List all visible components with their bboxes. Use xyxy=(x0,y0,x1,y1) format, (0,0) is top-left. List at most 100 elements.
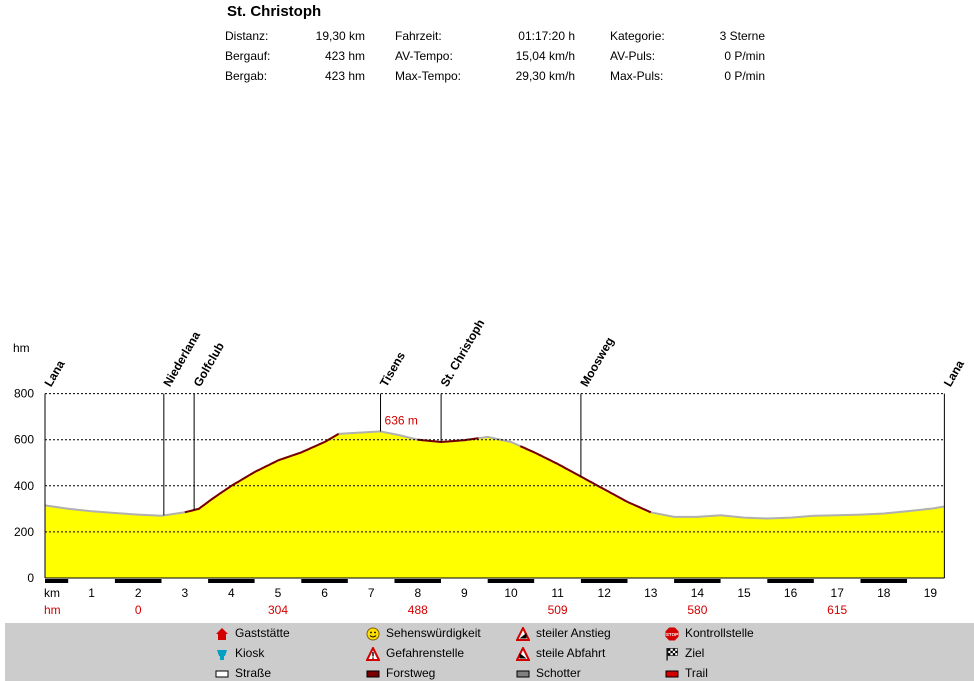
stat-label: AV-Tempo: xyxy=(395,49,453,63)
hm-value-label: 304 xyxy=(268,603,288,617)
hm-value-label: 488 xyxy=(408,603,428,617)
x-tick-label: 10 xyxy=(504,586,518,600)
road-swatch xyxy=(215,670,229,678)
km-scale-segment xyxy=(208,579,255,583)
trail-swatch xyxy=(665,670,679,678)
finish-flag-icon xyxy=(666,648,678,661)
gravel-swatch xyxy=(516,670,530,678)
stat-label: Max-Tempo: xyxy=(395,69,462,83)
x-tick-label: 4 xyxy=(228,586,235,600)
km-scale-segment xyxy=(720,579,768,583)
stat-value: 15,04 km/h xyxy=(515,49,575,63)
x-tick-label: 3 xyxy=(181,586,188,600)
km-scale-segment xyxy=(45,579,69,583)
x-tick-label: 2 xyxy=(135,586,142,600)
hm-value-label: 0 xyxy=(135,603,142,617)
restaurant-icon xyxy=(216,628,228,640)
legend-label: Gaststätte xyxy=(235,626,290,640)
legend-label: steiler Anstieg xyxy=(536,626,611,640)
stat-label: Max-Puls: xyxy=(610,69,664,83)
legend-label: Ziel xyxy=(685,646,705,660)
y-tick-label: 400 xyxy=(14,479,34,493)
stat-value: 0 P/min xyxy=(724,69,765,83)
legend-label: Schotter xyxy=(536,666,581,680)
legend-label: Gefahrenstelle xyxy=(386,646,465,660)
stat-value: 19,30 km xyxy=(315,29,365,43)
x-tick-label: 16 xyxy=(784,586,798,600)
x-tick-label: 17 xyxy=(831,586,845,600)
x-tick-label: 8 xyxy=(414,586,421,600)
max-elevation-label: 636 m xyxy=(385,413,418,427)
hm-value-label: 615 xyxy=(827,603,847,617)
waypoint-label: Moosweg xyxy=(577,335,616,389)
legend-label: Straße xyxy=(235,666,272,680)
km-scale-segment xyxy=(487,579,535,583)
stat-label: Distanz: xyxy=(225,29,269,43)
danger-icon xyxy=(366,647,380,661)
stat-label: Kategorie: xyxy=(610,29,665,43)
stat-label: Bergauf: xyxy=(225,49,271,63)
km-scale-segment xyxy=(347,579,395,583)
hm-value-label: 580 xyxy=(687,603,707,617)
legend-label: steile Abfahrt xyxy=(536,646,606,660)
waypoint-label: Lana xyxy=(41,358,67,390)
y-tick-label: 0 xyxy=(27,571,34,585)
km-scale-segment xyxy=(301,579,348,583)
x-tick-label: 6 xyxy=(321,586,328,600)
x-tick-label: 14 xyxy=(691,586,705,600)
y-tick-label: 600 xyxy=(14,433,34,447)
x-tick-label: 1 xyxy=(88,586,95,600)
forest-road-segment xyxy=(417,437,479,444)
elevation-area xyxy=(45,431,945,578)
waypoint-label: St. Christoph xyxy=(438,320,488,389)
x-tick-label: 5 xyxy=(275,586,282,600)
km-scale-segment xyxy=(767,579,814,583)
steep-ascent-icon xyxy=(516,627,530,641)
stat-value: 29,30 km/h xyxy=(515,69,575,83)
stat-value: 423 hm xyxy=(324,49,365,63)
hm-value-label: 509 xyxy=(548,603,568,617)
x-tick-label: 11 xyxy=(551,586,564,600)
km-scale-segment xyxy=(254,579,302,583)
page-title: St. Christoph xyxy=(227,3,322,20)
y-axis-label: hm xyxy=(13,341,30,355)
x-tick-label: 7 xyxy=(368,586,375,600)
km-scale-segment xyxy=(114,579,162,583)
stat-value: 3 Sterne xyxy=(719,29,765,43)
km-scale-segment xyxy=(627,579,675,583)
smiley-icon xyxy=(366,627,380,641)
km-scale-segment xyxy=(534,579,581,583)
y-tick-label: 200 xyxy=(14,525,34,539)
x-tick-label: 12 xyxy=(598,586,612,600)
forest-road-segment xyxy=(519,445,652,514)
waypoint-label: Tisens xyxy=(377,349,408,389)
stop-icon: STOP xyxy=(665,627,679,641)
km-scale-segment xyxy=(813,579,861,583)
hm-row-label: hm xyxy=(44,603,61,617)
stat-label: Fahrzeit: xyxy=(395,29,442,43)
km-scale-segment xyxy=(441,579,488,583)
legend-label: Trail xyxy=(685,666,708,680)
steep-descent-icon xyxy=(516,647,530,661)
km-scale-segment xyxy=(161,579,209,583)
x-tick-label: 18 xyxy=(877,586,891,600)
legend-label: Kontrollstelle xyxy=(685,626,754,640)
stat-label: AV-Puls: xyxy=(610,49,656,63)
km-scale-segment xyxy=(580,579,628,583)
km-scale-segment xyxy=(394,579,442,583)
forest-road-segment xyxy=(184,433,340,514)
legend-label: Forstweg xyxy=(386,666,436,680)
stat-value: 423 hm xyxy=(324,69,365,83)
x-axis-label: km xyxy=(44,586,60,600)
km-scale-segment xyxy=(860,579,908,583)
svg-text:STOP: STOP xyxy=(666,632,678,637)
legend-panel: Gaststätte Kiosk Straße Sehenswürdigkeit… xyxy=(5,623,974,681)
waypoint-label: Lana xyxy=(941,358,967,390)
x-tick-label: 19 xyxy=(924,586,938,600)
stat-value: 01:17:20 h xyxy=(518,29,575,43)
stat-value: 0 P/min xyxy=(724,49,765,63)
x-tick-label: 9 xyxy=(461,586,468,600)
km-scale-segment xyxy=(674,579,721,583)
x-tick-label: 13 xyxy=(644,586,658,600)
